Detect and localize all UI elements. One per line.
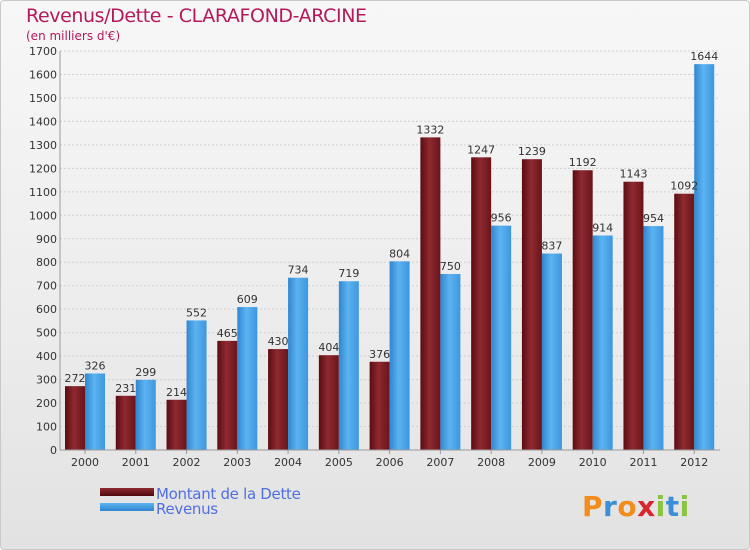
data-label-dette-2007: 1332: [416, 123, 444, 136]
bar-revenus-2006: [389, 261, 410, 450]
data-label-dette-2001: 231: [115, 382, 136, 395]
y-tick-label: 1300: [29, 139, 57, 152]
y-tick-label: 1600: [29, 68, 57, 81]
y-tick-label: 1100: [29, 186, 57, 199]
y-tick-label: 200: [36, 397, 57, 410]
x-tick-label: 2007: [426, 456, 454, 469]
bar-dette-2011: [623, 181, 644, 450]
legend-label-revenus: Revenus: [156, 500, 218, 518]
data-label-revenus-2001: 299: [135, 366, 156, 379]
chart-subtitle: (en milliers d'€): [26, 29, 121, 43]
bar-revenus-2012: [694, 64, 715, 451]
y-tick-label: 800: [36, 256, 57, 269]
legend-swatch-revenus: [100, 503, 154, 511]
bar-dette-2007: [420, 137, 441, 450]
bar-revenus-2009: [541, 253, 562, 450]
data-label-dette-2011: 1143: [619, 168, 647, 181]
x-tick-label: 2004: [274, 456, 302, 469]
x-tick-label: 2000: [71, 456, 99, 469]
y-tick-label: 400: [36, 350, 57, 363]
bar-dette-2012: [674, 193, 695, 450]
bar-revenus-2003: [237, 307, 258, 450]
logo-letter: i: [679, 490, 690, 523]
chart-title: Revenus/Dette - CLARAFOND-ARCINE: [26, 5, 367, 27]
data-label-revenus-2008: 956: [491, 212, 512, 225]
y-tick-label: 600: [36, 303, 57, 316]
data-label-dette-2003: 465: [217, 327, 238, 340]
y-tick-label: 100: [36, 421, 57, 434]
y-tick-label: 900: [36, 233, 57, 246]
bar-dette-2006: [369, 361, 390, 450]
data-label-dette-2008: 1247: [467, 143, 495, 156]
data-label-revenus-2000: 326: [85, 359, 106, 372]
logo-letter: o: [617, 490, 638, 523]
y-tick-label: 1200: [29, 162, 57, 175]
y-tick-label: 300: [36, 374, 57, 387]
data-label-dette-2002: 214: [166, 386, 187, 399]
bar-revenus-2008: [491, 225, 512, 450]
x-tick-label: 2003: [223, 456, 251, 469]
data-label-dette-2010: 1192: [569, 156, 597, 169]
bar-dette-2005: [318, 355, 339, 450]
bar-dette-2002: [166, 399, 187, 450]
data-label-revenus-2002: 552: [186, 306, 207, 319]
data-label-revenus-2005: 719: [338, 267, 359, 280]
legend-swatch-dette: [100, 488, 154, 496]
logo-letter: t: [665, 490, 680, 523]
bar-dette-2008: [471, 157, 492, 450]
bar-dette-2003: [217, 340, 238, 450]
y-tick-label: 500: [36, 327, 57, 340]
logo-letter: P: [582, 490, 604, 523]
bar-revenus-2005: [338, 281, 359, 450]
data-label-revenus-2010: 914: [592, 221, 613, 234]
data-label-dette-2009: 1239: [518, 145, 546, 158]
bar-revenus-2010: [592, 235, 613, 450]
bar-dette-2004: [268, 349, 289, 450]
bar-dette-2009: [521, 159, 542, 451]
y-tick-label: 1000: [29, 209, 57, 222]
data-label-revenus-2007: 750: [440, 260, 461, 273]
x-tick-label: 2005: [325, 456, 353, 469]
x-tick-label: 2009: [528, 456, 556, 469]
data-label-dette-2004: 430: [268, 335, 289, 348]
x-tick-label: 2006: [376, 456, 404, 469]
y-tick-label: 1700: [29, 45, 57, 58]
x-tick-label: 2010: [579, 456, 607, 469]
x-tick-label: 2001: [122, 456, 150, 469]
y-tick-label: 700: [36, 280, 57, 293]
x-tick-label: 2008: [477, 456, 505, 469]
bar-dette-2000: [65, 386, 85, 450]
x-tick-label: 2002: [173, 456, 201, 469]
data-label-revenus-2012: 1644: [690, 50, 718, 63]
bar-revenus-2004: [288, 277, 309, 450]
bar-revenus-2000: [85, 373, 105, 450]
data-label-revenus-2009: 837: [541, 240, 562, 253]
logo-letter: r: [603, 490, 618, 523]
data-label-revenus-2011: 954: [643, 212, 664, 225]
bar-dette-2010: [572, 170, 593, 450]
logo-letter: i: [655, 490, 666, 523]
data-label-revenus-2003: 609: [237, 293, 258, 306]
y-tick-label: 0: [50, 444, 57, 457]
logo-letter: x: [637, 490, 656, 523]
bar-revenus-2002: [186, 320, 207, 450]
bar-revenus-2011: [643, 226, 664, 450]
x-tick-label: 2012: [680, 456, 708, 469]
bar-dette-2001: [115, 395, 136, 450]
legend-label-dette: Montant de la Dette: [156, 485, 301, 503]
data-label-dette-2005: 404: [318, 341, 339, 354]
x-tick-label: 2011: [629, 456, 657, 469]
data-label-dette-2000: 272: [65, 372, 86, 385]
data-label-dette-2012: 1092: [670, 180, 698, 193]
bar-revenus-2007: [440, 273, 461, 450]
y-tick-label: 1400: [29, 115, 57, 128]
bar-revenus-2001: [135, 379, 156, 450]
data-label-revenus-2004: 734: [288, 264, 309, 277]
data-label-dette-2006: 376: [369, 348, 390, 361]
data-label-revenus-2006: 804: [389, 247, 410, 260]
proxiti-logo: Proxiti: [582, 490, 690, 523]
y-tick-label: 1500: [29, 92, 57, 105]
